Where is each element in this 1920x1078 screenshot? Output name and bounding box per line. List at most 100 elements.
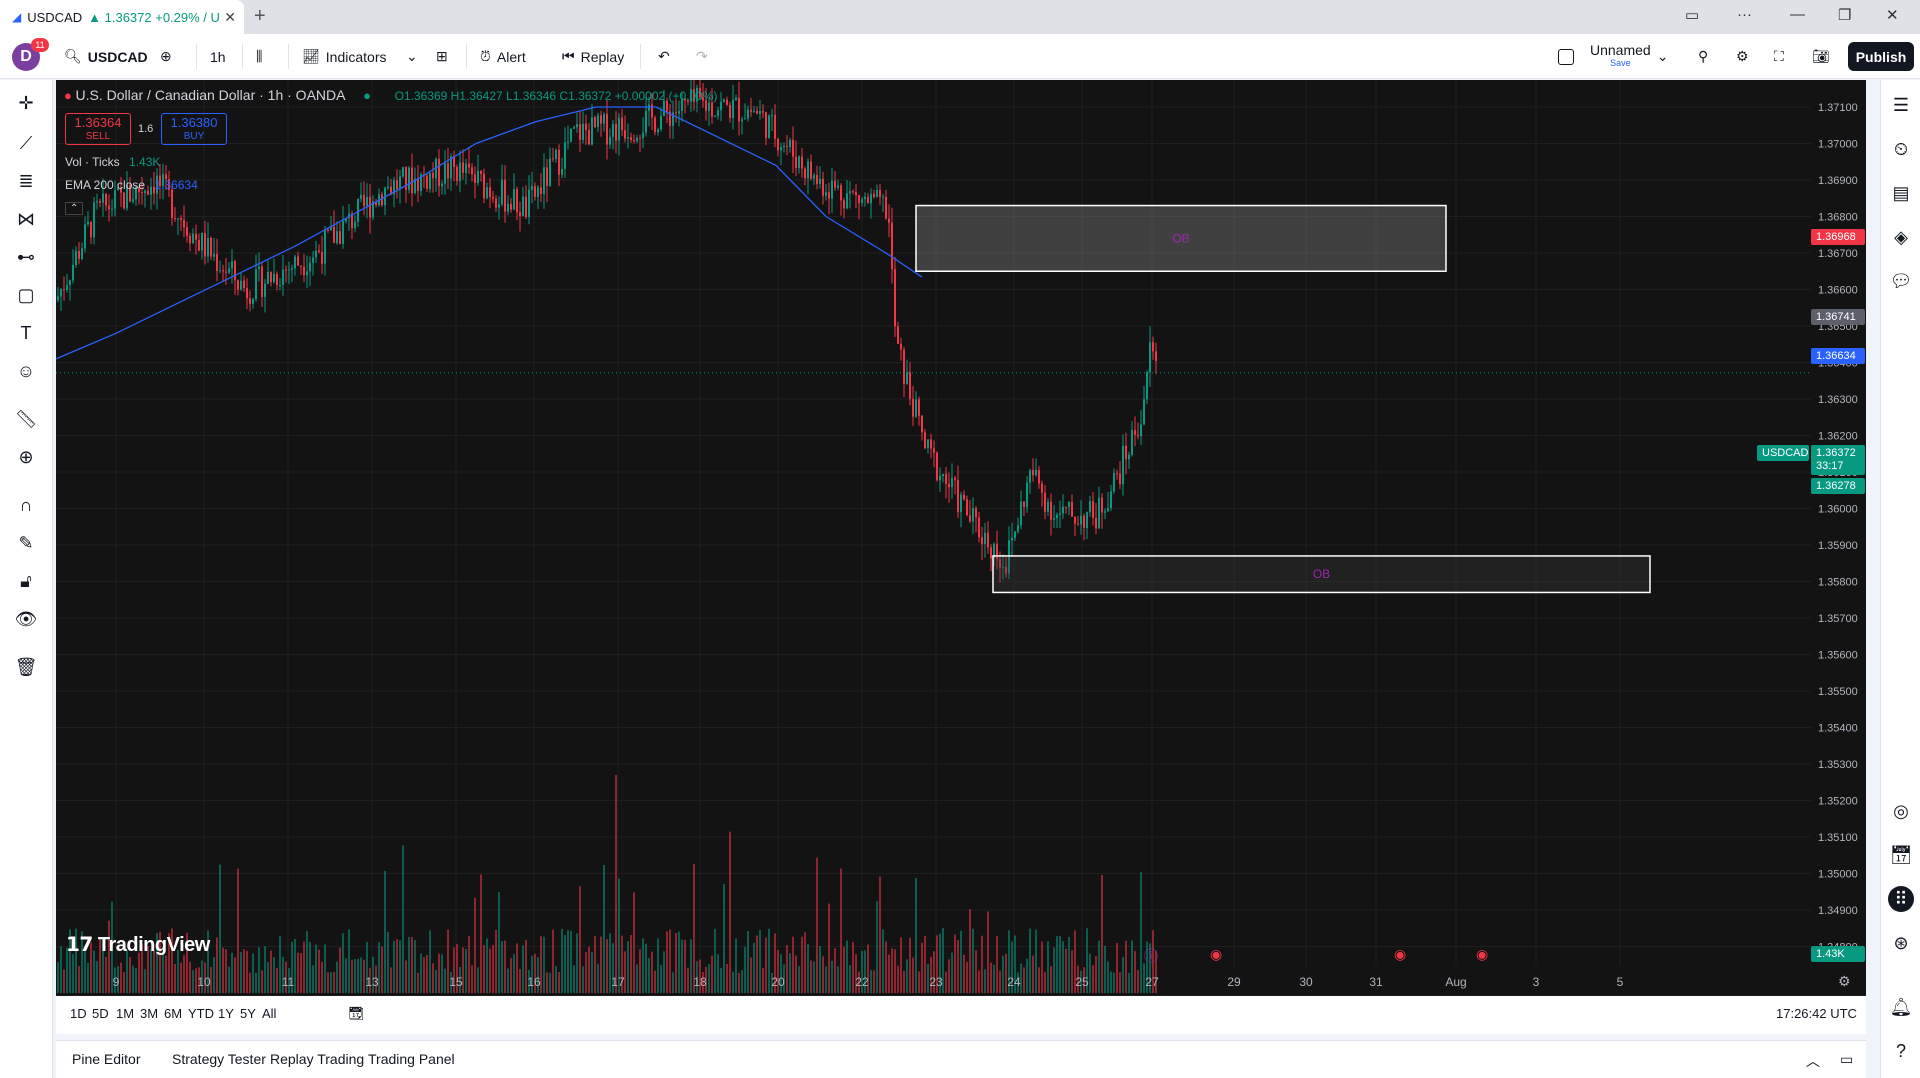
browser-tab[interactable]: ◢ USDCAD ▲ 1.36372 +0.29% / U ✕ xyxy=(0,0,244,34)
snapshot-button[interactable]: 📷︎ xyxy=(1812,34,1830,79)
chevron-up-icon[interactable]: ︿ xyxy=(1806,1053,1820,1069)
fullscreen-button[interactable]: ⛶ xyxy=(1774,34,1784,79)
volume-bar xyxy=(327,972,329,993)
time-tick-label: 17 xyxy=(611,975,625,989)
fib-retracement-icon[interactable]: ≣ xyxy=(18,170,34,191)
minimize-icon[interactable]: — xyxy=(1790,6,1805,23)
us-flag-event-icon[interactable]: ◉ xyxy=(1476,946,1489,962)
watchlist-icon[interactable]: ☰ xyxy=(1892,94,1910,115)
screen-icon[interactable]: ▭ xyxy=(1685,7,1700,24)
restore-icon[interactable]: ❐ xyxy=(1838,7,1852,24)
range-6m[interactable]: 6M xyxy=(164,1006,183,1021)
range-ytd[interactable]: YTD xyxy=(188,1006,214,1021)
collapse-legend-icon[interactable]: ⌃ xyxy=(65,202,84,215)
sell-button[interactable]: 1.36364 SELL xyxy=(65,113,131,145)
volume-bar xyxy=(417,972,419,993)
range-1d[interactable]: 1D xyxy=(70,1006,87,1021)
redo-button[interactable]: ↷ xyxy=(696,34,708,79)
panel-tab-replay-trading[interactable]: Replay Trading xyxy=(270,1051,365,1067)
us-flag-event-icon[interactable]: ◉ xyxy=(1394,946,1407,962)
symbol-search[interactable]: 🔍︎ USDCAD xyxy=(64,34,148,79)
maximize-panel-icon[interactable]: ▭ xyxy=(1840,1051,1854,1067)
candle-body xyxy=(513,189,515,210)
indicators-button[interactable]: 📈︎ Indicators xyxy=(302,34,386,79)
layouts-button[interactable]: ⊞ xyxy=(436,34,448,79)
help-icon[interactable]: ? xyxy=(1895,1040,1906,1061)
zoom-in-icon[interactable]: ⊕ xyxy=(18,446,34,467)
more-icon[interactable]: ··· xyxy=(1737,6,1752,23)
undo-button[interactable]: ↶ xyxy=(658,34,670,79)
candle-body xyxy=(369,196,371,218)
chart-settings-icon[interactable]: ⚙︎ xyxy=(1838,973,1851,989)
close-tab-icon[interactable]: ✕ xyxy=(224,9,236,25)
target-icon[interactable]: ◎ xyxy=(1893,800,1909,821)
settings-button[interactable]: ⚙︎ xyxy=(1736,34,1749,79)
volume-bar xyxy=(264,946,266,993)
crosshair-icon[interactable]: ✛ xyxy=(18,92,34,113)
candle-body xyxy=(867,196,869,204)
layers-icon[interactable]: ◈ xyxy=(1894,226,1908,247)
layout-menu[interactable]: Unnamed Save ⌄ xyxy=(1558,34,1668,79)
quick-search-button[interactable]: ⚲ xyxy=(1698,34,1708,79)
new-tab-icon[interactable]: + xyxy=(254,5,266,27)
price-tick-label: 1.35800 xyxy=(1818,577,1858,589)
compare-symbol-button[interactable]: ⊕ xyxy=(160,34,172,79)
range-5d[interactable]: 5D xyxy=(92,1006,109,1021)
price-chart[interactable]: OB OB 1.37100 1.37000 1.36900 1.36800 1.36700… xyxy=(56,80,1866,996)
volume-bar xyxy=(744,946,746,993)
candle-body xyxy=(1104,511,1106,513)
buy-button[interactable]: 1.36380 BUY xyxy=(161,113,227,145)
range-1y[interactable]: 1Y xyxy=(218,1006,234,1021)
calendar-icon[interactable]: 📅︎ xyxy=(1889,844,1913,865)
layout-save-label: Save xyxy=(1610,57,1631,68)
replay-button[interactable]: ⏮︎ Replay xyxy=(562,34,624,79)
candle-body xyxy=(516,189,518,213)
magnet-icon[interactable]: ∩ xyxy=(19,494,33,515)
chart-legend-title[interactable]: ● U.S. Dollar / Canadian Dollar · 1h · O… xyxy=(64,87,718,103)
panel-tab-strategy-tester[interactable]: Strategy Tester xyxy=(172,1051,266,1067)
prediction-icon[interactable]: ⊷ xyxy=(17,246,35,267)
volume-bar xyxy=(816,857,818,993)
bell-icon[interactable]: 🔔︎ xyxy=(1889,996,1913,1017)
us-flag-event-icon[interactable]: ◉ xyxy=(1210,946,1223,962)
volume-bar xyxy=(645,943,647,993)
ema-legend[interactable]: EMA 200 close 1.36634 xyxy=(65,178,198,192)
broadcast-icon[interactable]: ⊛ xyxy=(1893,932,1909,953)
close-window-icon[interactable]: ✕ xyxy=(1886,7,1899,24)
volume-legend[interactable]: Vol · Ticks 1.43K xyxy=(65,155,160,169)
lock-drawing-icon[interactable]: ✎ xyxy=(18,532,34,553)
indicators-dropdown[interactable]: ⌄ xyxy=(406,34,418,79)
range-all[interactable]: All xyxy=(262,1006,277,1021)
trash-icon[interactable]: 🗑︎ xyxy=(14,656,38,677)
lock-icon[interactable]: 🔓︎ xyxy=(20,570,32,591)
panel-tab-pine-editor[interactable]: Pine Editor xyxy=(72,1051,141,1067)
eye-icon[interactable]: 👁︎ xyxy=(14,608,38,629)
spread-value: 1.6 xyxy=(138,123,154,135)
text-icon[interactable]: T xyxy=(20,322,32,343)
publish-button[interactable]: Publish xyxy=(1848,42,1914,71)
goto-date-icon[interactable]: 📆︎ xyxy=(348,1006,365,1021)
lightning-event-icon[interactable]: ⓘ xyxy=(1144,948,1158,964)
trend-line-icon[interactable]: ⟋ xyxy=(19,132,33,153)
news-icon[interactable]: ▤ xyxy=(1892,182,1910,203)
alerts-clock-icon[interactable]: ⏲︎ xyxy=(1893,138,1909,159)
tradingview-logo[interactable]: 𝟭𝟳 TradingView xyxy=(66,932,210,957)
candle-body xyxy=(1080,515,1082,525)
volume-bar xyxy=(57,962,59,993)
alert-button[interactable]: ⏰︎ Alert xyxy=(480,34,526,79)
pattern-icon[interactable]: ⋈ xyxy=(17,208,35,229)
geometric-shapes-icon[interactable]: ▢ xyxy=(17,284,35,305)
clock-label[interactable]: 17:26:42 UTC xyxy=(1776,1006,1857,1021)
interval-button[interactable]: 1h xyxy=(210,34,226,79)
range-3m[interactable]: 3M xyxy=(140,1006,159,1021)
apps-grid-icon[interactable]: ⠿ xyxy=(1888,886,1914,912)
range-5y[interactable]: 5Y xyxy=(240,1006,256,1021)
ruler-icon[interactable]: 📏︎ xyxy=(14,408,38,429)
emoji-icon[interactable]: ☺ xyxy=(16,360,36,381)
range-1m[interactable]: 1M xyxy=(116,1006,135,1021)
panel-tab-trading-panel[interactable]: Trading Panel xyxy=(368,1051,455,1067)
chart-area[interactable]: OB OB 1.37100 1.37000 1.36900 1.36800 1.36700… xyxy=(56,80,1866,996)
volume-bar xyxy=(705,966,707,993)
chart-type-button[interactable]: ⫼ xyxy=(256,34,262,79)
chat-icon[interactable]: 💬︎ xyxy=(1889,270,1913,291)
